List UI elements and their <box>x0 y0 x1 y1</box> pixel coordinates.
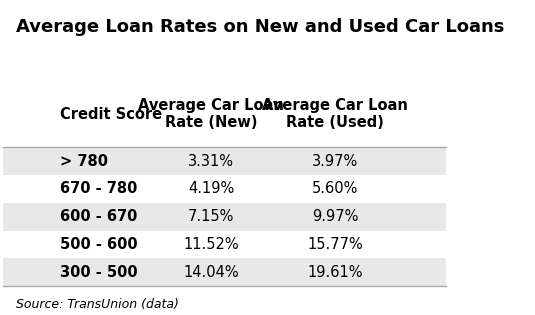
Text: 19.61%: 19.61% <box>308 265 363 280</box>
Text: 500 - 600: 500 - 600 <box>60 237 138 252</box>
Text: Average Car Loan
Rate (New): Average Car Loan Rate (New) <box>138 98 284 130</box>
FancyBboxPatch shape <box>3 175 446 203</box>
Text: Average Loan Rates on New and Used Car Loans: Average Loan Rates on New and Used Car L… <box>16 18 505 36</box>
Text: 300 - 500: 300 - 500 <box>60 265 138 280</box>
Text: 3.97%: 3.97% <box>312 154 358 169</box>
Text: 11.52%: 11.52% <box>184 237 239 252</box>
Text: 14.04%: 14.04% <box>184 265 239 280</box>
FancyBboxPatch shape <box>3 231 446 258</box>
Text: 4.19%: 4.19% <box>188 181 234 197</box>
FancyBboxPatch shape <box>3 258 446 286</box>
Text: 5.60%: 5.60% <box>312 181 358 197</box>
FancyBboxPatch shape <box>3 203 446 231</box>
Text: Credit Score: Credit Score <box>60 107 163 122</box>
Text: > 780: > 780 <box>60 154 109 169</box>
Text: 9.97%: 9.97% <box>312 209 358 224</box>
Text: Average Car Loan
Rate (Used): Average Car Loan Rate (Used) <box>262 98 408 130</box>
Text: 3.31%: 3.31% <box>188 154 234 169</box>
Text: 600 - 670: 600 - 670 <box>60 209 138 224</box>
FancyBboxPatch shape <box>3 147 446 175</box>
Text: 670 - 780: 670 - 780 <box>60 181 138 197</box>
Text: Source: TransUnion (data): Source: TransUnion (data) <box>16 298 179 311</box>
Text: 15.77%: 15.77% <box>307 237 363 252</box>
Text: 7.15%: 7.15% <box>188 209 234 224</box>
